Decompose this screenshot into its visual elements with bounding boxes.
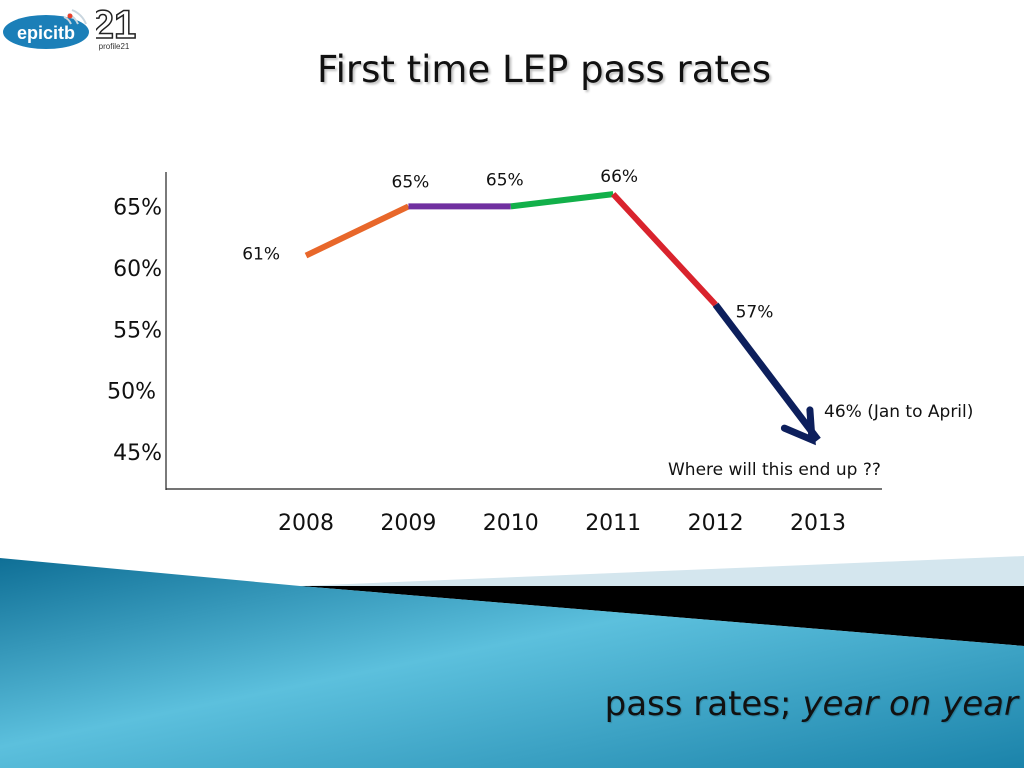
- series-line-segment: [304, 203, 410, 259]
- x-tick-label: 2013: [790, 511, 846, 536]
- x-tick-label: 2012: [688, 511, 744, 536]
- page-title: First time LEP pass rates: [317, 48, 771, 91]
- arrowhead: [780, 406, 816, 446]
- footer-title-emphasis: year on year: [802, 684, 1018, 724]
- y-tick-label: 65%: [113, 195, 162, 220]
- profile21-logo: 21 profile21: [96, 2, 136, 51]
- series-line-segment: [712, 302, 821, 442]
- epicitb-logo: epicitb: [3, 9, 89, 49]
- x-tick-label: 2010: [483, 511, 539, 536]
- data-label: 57%: [736, 303, 774, 323]
- footer-title: pass rates; year on year: [605, 684, 1018, 724]
- epicitb-logo-text: epicitb: [17, 23, 75, 43]
- y-tick-label: 55%: [113, 318, 162, 343]
- footer-title-main: pass rates;: [604, 684, 803, 724]
- chart-annotation: Where will this end up ??: [668, 460, 881, 480]
- profile21-logo-number: 21: [96, 3, 136, 47]
- y-tick-label: 50%: [107, 380, 156, 405]
- data-label: 65%: [486, 170, 524, 190]
- series-line-segment: [510, 191, 614, 210]
- y-tick-label: 60%: [113, 257, 162, 282]
- data-label: 66%: [600, 167, 638, 187]
- footer-band-teal: [0, 558, 1024, 768]
- data-label: 46% (Jan to April): [824, 402, 973, 422]
- series-line-segment: [610, 192, 718, 307]
- data-label: 65%: [392, 172, 430, 192]
- x-tick-label: 2008: [278, 511, 334, 536]
- x-tick-label: 2009: [380, 511, 436, 536]
- x-tick-label: 2011: [585, 511, 641, 536]
- data-label: 61%: [242, 245, 280, 265]
- y-tick-label: 45%: [113, 441, 162, 466]
- profile21-logo-text: profile21: [99, 42, 130, 51]
